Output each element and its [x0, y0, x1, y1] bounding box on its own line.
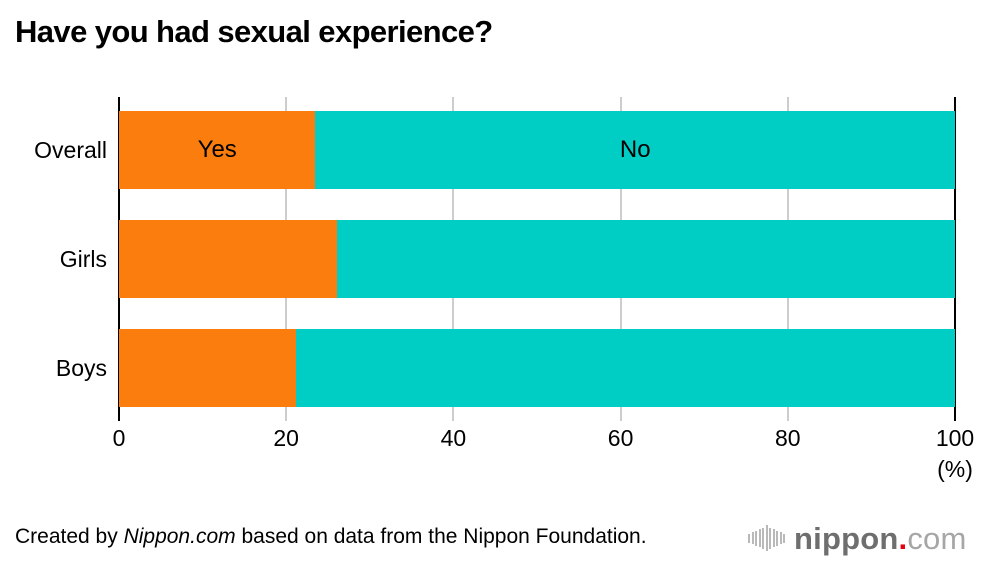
credit-text: Created by Nippon.com based on data from… [15, 525, 647, 549]
bar-segment-boys-no [296, 329, 955, 407]
x-tick-label-80: 80 [775, 425, 801, 451]
logo-wordmark: nippon.com [794, 523, 967, 554]
credit-suffix: based on data from the Nippon Foundation… [235, 525, 647, 548]
x-tick-label-40: 40 [440, 425, 467, 451]
bar-segment-boys-yes [119, 329, 297, 407]
x-tick-label-60: 60 [607, 425, 634, 451]
bar-segment-girls-yes [119, 220, 338, 298]
bar-segment-girls-no [337, 220, 955, 298]
segment-label-no: No [619, 136, 651, 163]
category-label-overall: Overall [34, 136, 107, 163]
nippon-com-logo: nippon.com [748, 516, 967, 560]
x-tick-label-100: 100 [935, 425, 975, 451]
logo-wordmark-light: com [907, 520, 967, 556]
logo-wordmark-bold: nippon [794, 520, 899, 556]
bar-row-overall: Yes No [119, 111, 955, 189]
x-tick-label-0: 0 [112, 425, 126, 451]
bar-segment-overall-no: No [315, 111, 955, 189]
segment-label-yes: Yes [197, 136, 237, 163]
logo-wordmark-dot: . [898, 520, 908, 556]
category-label-girls: Girls [59, 245, 107, 272]
credit-prefix: Created by [15, 525, 124, 548]
gridline-100 [954, 97, 956, 421]
soundwave-icon [748, 525, 785, 551]
credit-source: Nippon.com [123, 525, 236, 548]
bar-segment-overall-yes: Yes [119, 111, 316, 189]
category-label-boys: Boys [55, 354, 107, 381]
x-tick-label-20: 20 [273, 425, 299, 451]
bar-row-boys [119, 329, 955, 407]
x-axis-unit-label: (%) [937, 456, 973, 482]
plot-area: Yes No [119, 97, 955, 407]
chart-title: Have you had sexual experience? [15, 14, 493, 49]
bar-row-girls [119, 220, 955, 298]
